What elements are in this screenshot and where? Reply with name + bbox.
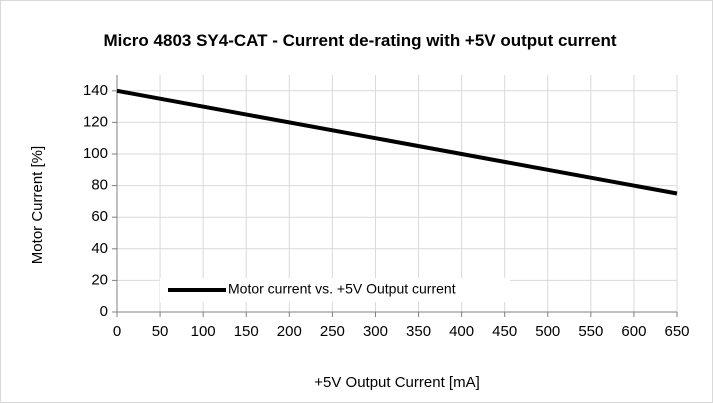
x-tick-label: 100 (191, 323, 216, 340)
y-tick-label: 140 (83, 82, 108, 99)
y-tick-label: 40 (91, 240, 108, 257)
y-axis-label: Motor Current [%] (29, 146, 46, 264)
x-tick-label: 200 (277, 323, 302, 340)
y-tick-label: 120 (83, 113, 108, 130)
x-tick-label: 300 (363, 323, 388, 340)
x-tick-label: 650 (664, 323, 689, 340)
legend-label: Motor current vs. +5V Output current (228, 281, 456, 297)
chart-title: Micro 4803 SY4-CAT - Current de-rating w… (103, 31, 617, 50)
x-tick-label: 400 (449, 323, 474, 340)
x-tick-label: 150 (234, 323, 259, 340)
y-tick-label: 100 (83, 145, 108, 162)
y-tick-label: 80 (91, 177, 108, 194)
x-tick-label: 550 (578, 323, 603, 340)
y-tick-label: 20 (91, 271, 108, 288)
y-tick-label: 60 (91, 208, 108, 225)
x-tick-label: 350 (406, 323, 431, 340)
x-tick-label: 450 (492, 323, 517, 340)
x-tick-label: 600 (621, 323, 646, 340)
x-axis-label: +5V Output Current [mA] (314, 374, 480, 391)
x-tick-label: 500 (535, 323, 560, 340)
data-line (116, 88, 678, 196)
x-tick-label: 50 (152, 323, 169, 340)
y-tick-label: 0 (100, 303, 108, 320)
x-tick-label: 250 (320, 323, 345, 340)
x-tick-label: 0 (113, 323, 121, 340)
